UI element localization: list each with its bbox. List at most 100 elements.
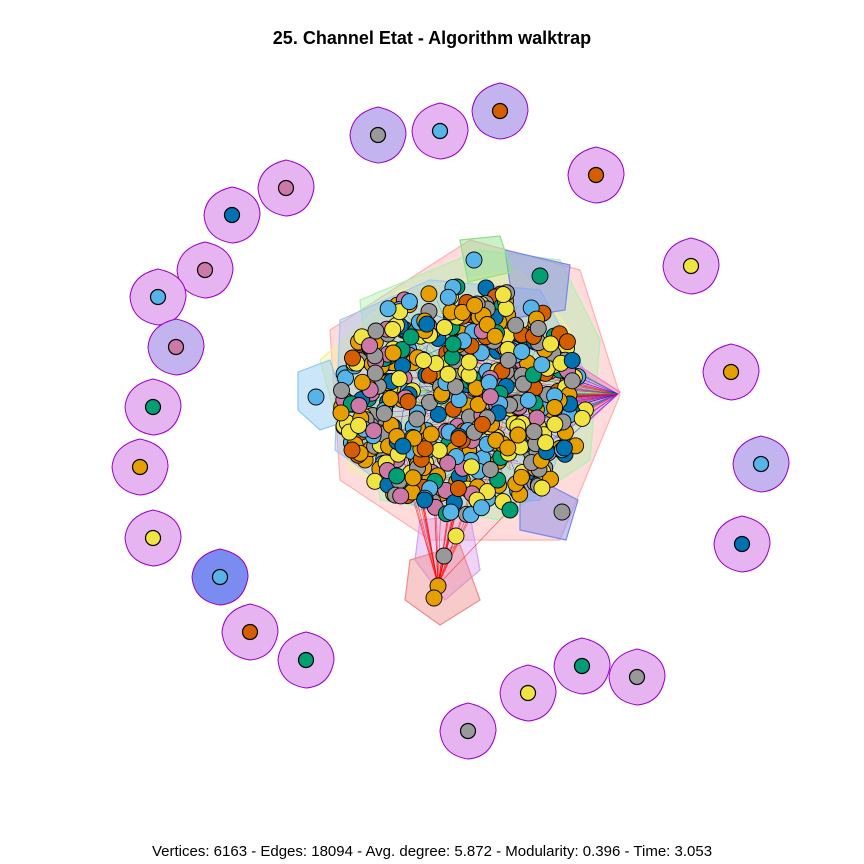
vertex	[384, 344, 402, 362]
vertex	[439, 454, 457, 472]
isolated-community	[713, 515, 771, 573]
vertex	[555, 439, 573, 457]
vertex	[211, 568, 229, 586]
vertex	[509, 426, 527, 444]
vertex	[519, 391, 537, 409]
vertex	[196, 261, 214, 279]
vertex	[241, 623, 259, 641]
vertex	[473, 415, 491, 433]
isolated-community	[553, 637, 611, 695]
vertex	[149, 288, 167, 306]
vertex	[384, 321, 402, 338]
vertex	[436, 319, 453, 336]
vertex	[478, 316, 496, 333]
vertex	[404, 469, 422, 487]
figure-caption: Vertices: 6163 - Edges: 18094 - Avg. deg…	[151, 843, 713, 860]
vertex	[344, 349, 361, 367]
vertex	[223, 206, 241, 224]
vertex	[469, 396, 487, 413]
vertex	[333, 381, 350, 399]
isolated-community	[471, 82, 529, 140]
vertex	[369, 126, 387, 144]
vertex	[353, 373, 371, 391]
vertex	[425, 589, 443, 607]
vertex	[497, 299, 515, 317]
vertex	[501, 501, 519, 519]
vertex	[439, 365, 457, 383]
vertex	[332, 404, 350, 422]
vertex	[465, 251, 483, 269]
vertex	[519, 684, 537, 702]
isolated-community	[257, 159, 315, 217]
vertex	[416, 491, 434, 509]
vertex	[277, 179, 295, 197]
isolated-community	[124, 509, 182, 567]
isolated-community	[191, 548, 249, 606]
vertex	[546, 399, 564, 416]
vertex	[733, 535, 751, 553]
vertex	[499, 439, 517, 457]
vertex	[553, 503, 571, 521]
vertex	[480, 374, 498, 392]
vertex	[486, 327, 504, 345]
vertex	[408, 410, 426, 428]
vertex	[379, 300, 397, 318]
vertex	[533, 356, 551, 374]
vertex	[442, 503, 460, 521]
isolated-community	[111, 438, 169, 496]
vertex	[449, 480, 467, 497]
vertex	[529, 319, 547, 337]
vertex	[307, 388, 325, 406]
vertex	[587, 166, 605, 184]
vertex	[394, 437, 412, 455]
isolated-community	[608, 648, 666, 706]
vertex	[444, 335, 462, 353]
vertex	[573, 409, 591, 427]
community-hull	[459, 235, 513, 283]
vertex	[367, 322, 385, 340]
isolated-community	[662, 237, 720, 295]
vertex	[388, 467, 406, 485]
vertex	[481, 388, 499, 406]
isolated-community	[702, 343, 760, 401]
vertex	[435, 547, 453, 565]
vertex	[494, 286, 512, 304]
vertex	[375, 405, 393, 422]
core-vertices	[307, 251, 594, 607]
vertex	[144, 398, 162, 416]
vertex	[418, 315, 436, 333]
isolated-community	[439, 702, 497, 760]
vertex	[415, 351, 433, 369]
vertex	[628, 668, 646, 686]
vertex	[131, 458, 149, 476]
isolated-community	[221, 603, 279, 661]
vertex	[365, 422, 383, 440]
vertex	[499, 351, 517, 369]
vertex	[487, 431, 505, 449]
isolated-community	[203, 186, 261, 244]
vertex	[422, 425, 440, 443]
vertex	[473, 499, 490, 517]
vertex	[420, 285, 438, 303]
vertex	[512, 468, 530, 486]
vertex	[513, 343, 531, 360]
vertex	[546, 415, 564, 433]
vertex	[429, 405, 447, 423]
vertex	[361, 337, 379, 355]
isolated-community	[732, 435, 790, 493]
vertex	[542, 335, 560, 353]
vertex	[558, 333, 576, 351]
isolated-community	[567, 146, 625, 204]
isolated-community	[349, 106, 407, 164]
vertex	[402, 328, 420, 346]
vertex	[450, 430, 468, 448]
vertex	[447, 527, 465, 545]
vertex	[533, 479, 551, 497]
figure-title: 25. Channel Etat - Algorithm walktrap	[272, 28, 592, 48]
vertex	[350, 416, 368, 434]
isolated-community	[124, 378, 182, 436]
vertex	[563, 372, 581, 390]
vertex	[381, 390, 399, 407]
vertex	[366, 364, 384, 382]
